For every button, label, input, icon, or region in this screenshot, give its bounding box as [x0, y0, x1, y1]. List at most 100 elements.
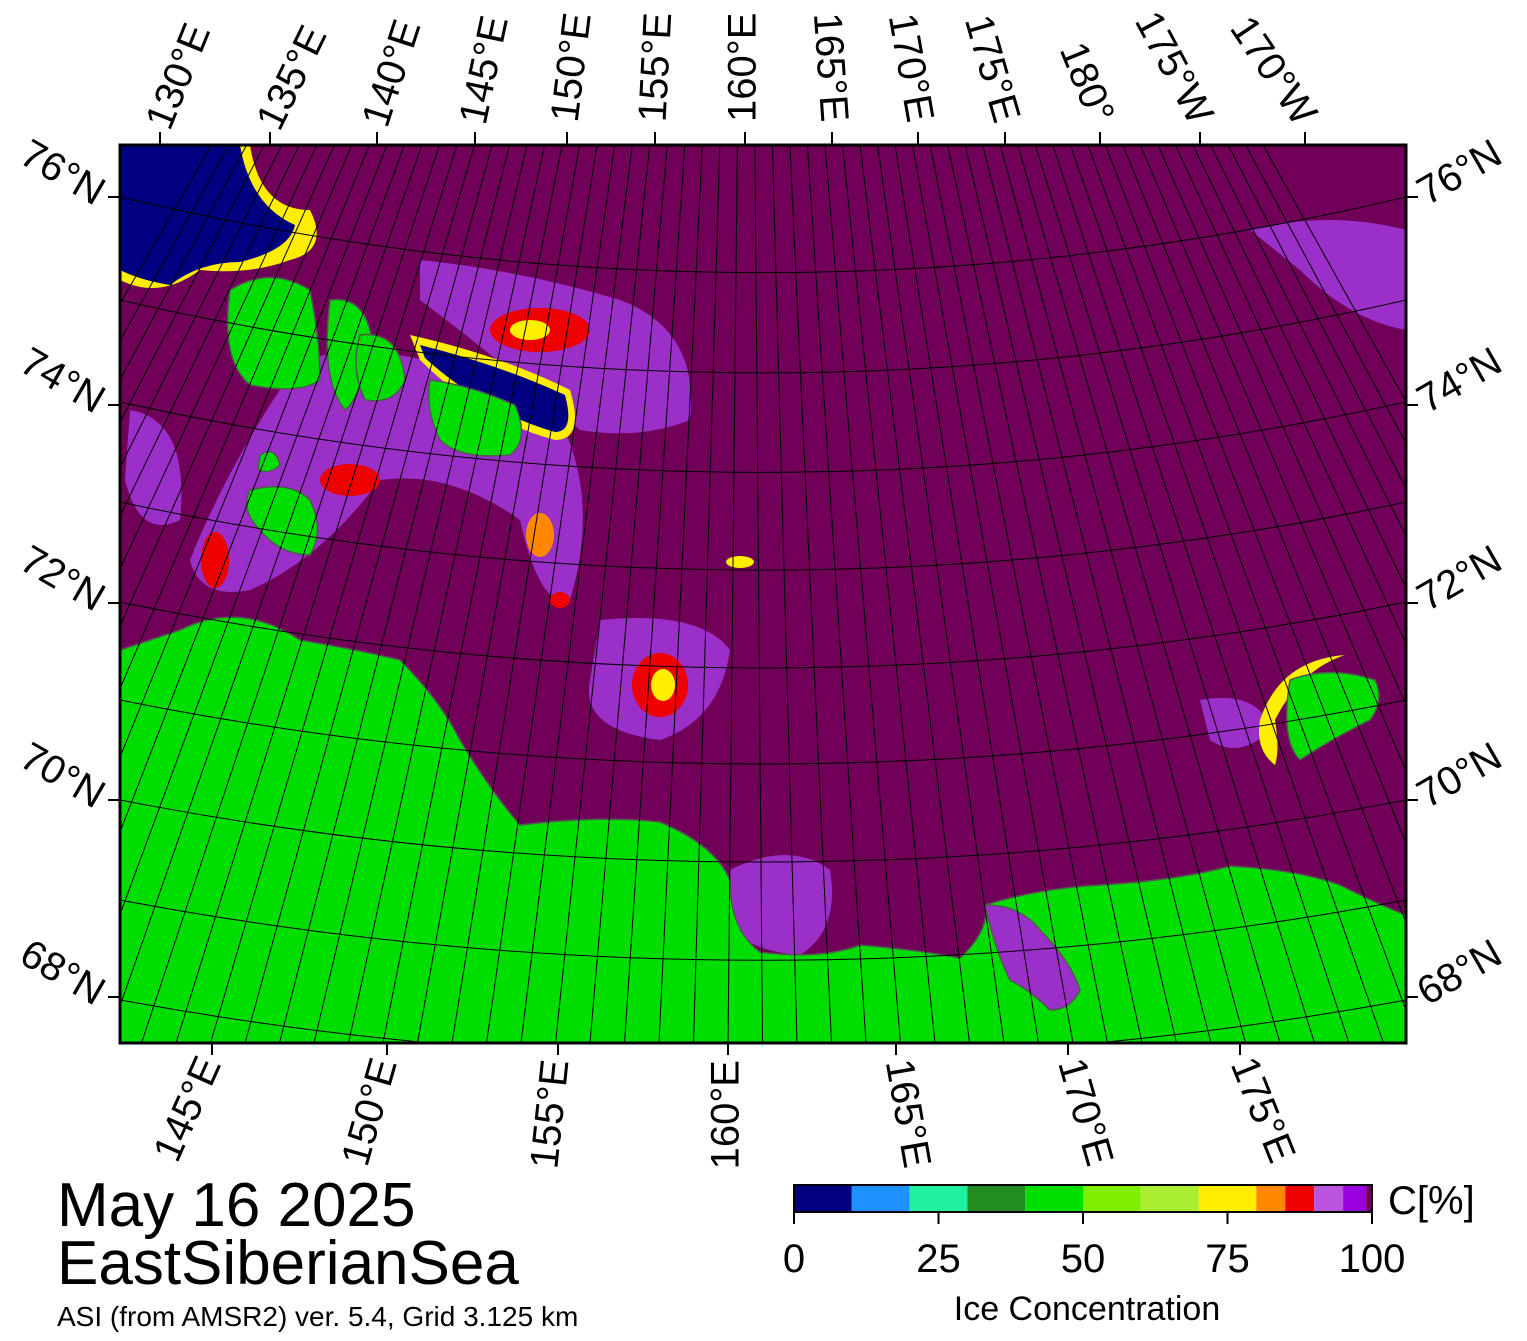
graticule-label: 175°E — [1222, 1051, 1304, 1169]
meridian — [1192, 145, 1406, 589]
colorbar-segment — [1025, 1185, 1083, 1212]
graticule-label: 165°E — [805, 11, 857, 123]
colorbar-segment — [1343, 1185, 1367, 1212]
meridian — [120, 145, 388, 834]
meridian — [947, 145, 1143, 1043]
meridian — [278, 145, 511, 1043]
graticule-label: 70°N — [1410, 734, 1509, 817]
meridian — [1209, 145, 1406, 538]
graticule-label: 72°N — [1410, 537, 1509, 620]
graticule-label: 74°N — [1410, 339, 1509, 422]
meridian — [313, 145, 528, 1043]
meridian — [120, 145, 405, 916]
meridian — [209, 145, 476, 1043]
polynya — [120, 145, 295, 285]
graticule-label: 175°W — [1126, 4, 1222, 131]
meridian — [554, 145, 651, 1043]
graticule-label: 74°N — [13, 339, 112, 422]
meridian — [727, 145, 738, 1043]
meridian — [120, 145, 423, 1008]
colorbar-segment — [1198, 1185, 1257, 1212]
meridian — [1174, 145, 1406, 646]
meridian — [120, 145, 335, 628]
land — [120, 276, 1406, 1043]
meridian — [485, 145, 616, 1043]
meridian — [1139, 145, 1406, 773]
graticule-label: 160°E — [704, 1060, 748, 1169]
graticule-label: 72°N — [13, 537, 112, 620]
meridian — [120, 145, 318, 571]
meridian — [754, 145, 764, 1043]
map-frame — [118, 143, 1408, 1045]
meridian — [1052, 145, 1350, 1043]
graticule-label: 68°N — [13, 931, 112, 1014]
meridian — [451, 145, 598, 1043]
meridian — [120, 145, 300, 518]
meridian — [623, 145, 686, 1043]
meridian — [382, 145, 563, 1043]
graticule-label: 160°E — [721, 13, 765, 122]
meridian — [658, 145, 703, 1043]
graticule-label: 76°N — [1410, 131, 1509, 214]
meridian — [824, 145, 902, 1043]
graticule-label: 175°E — [956, 10, 1028, 127]
colorbar-tick-label: 0 — [783, 1237, 805, 1281]
graticule-label: 155°E — [631, 11, 681, 123]
graticule — [120, 145, 1406, 1043]
meridian — [841, 145, 936, 1043]
colorbar-tick-label: 100 — [1339, 1237, 1406, 1281]
meridian — [929, 145, 1109, 1043]
colorbar-tick-label: 50 — [1061, 1237, 1106, 1281]
graticule-label: 150°E — [333, 1053, 405, 1170]
meridian — [1104, 145, 1406, 925]
colorbar-segment — [1366, 1185, 1372, 1212]
graticule-label: 130°E — [137, 17, 219, 135]
map-area — [120, 145, 1406, 1043]
region: EastSiberianSea — [57, 1229, 519, 1298]
graticule-label: 150°E — [543, 10, 600, 124]
meridian — [1122, 145, 1406, 845]
colorbar-segment — [1256, 1185, 1286, 1212]
colorbar-tick-label: 25 — [916, 1237, 961, 1281]
meridian — [520, 145, 633, 1043]
meridian — [877, 145, 1005, 1043]
colorbar-segment — [794, 1185, 852, 1212]
meridian — [771, 145, 798, 1043]
meridian — [120, 145, 370, 759]
meridian — [999, 145, 1247, 1043]
colorbar-tick-label: 75 — [1205, 1237, 1250, 1281]
graticule-label: 155°E — [522, 1057, 577, 1170]
graticule-label: 68°N — [1410, 931, 1509, 1014]
graticule-label: 145°E — [145, 1050, 230, 1168]
graticule-label: 145°E — [451, 12, 517, 128]
graticule-label: 140°E — [354, 14, 430, 132]
colorbar-segment — [967, 1185, 1026, 1212]
meridian — [244, 145, 493, 1043]
meridian — [589, 145, 668, 1043]
graticule-label: 170°W — [1221, 8, 1325, 133]
colorbar-segment — [909, 1185, 968, 1212]
graticule-label: 170°E — [880, 10, 942, 125]
date: May 16 2025 — [57, 1171, 415, 1240]
source: ASI (from AMSR2) ver. 5.4, Grid 3.125 km — [57, 1301, 578, 1332]
meridian — [120, 145, 353, 691]
meridian — [1017, 145, 1281, 1043]
meridian — [789, 145, 833, 1043]
meridian — [912, 145, 1074, 1043]
meridian — [806, 145, 867, 1043]
meridian — [1087, 145, 1406, 1012]
meridian — [1069, 145, 1385, 1043]
meridian — [140, 145, 440, 1043]
colorbar: 0 25 50 75 100 — [783, 1185, 1406, 1281]
colorbar-segment — [1083, 1185, 1141, 1212]
colorbar-unit: C[%] — [1388, 1179, 1475, 1223]
graticule-label: 70°N — [13, 734, 112, 817]
meridian — [347, 145, 546, 1043]
graticule-label: 180° — [1051, 36, 1123, 129]
colorbar-frame — [793, 1184, 1373, 1213]
colorbar-segment — [1140, 1185, 1199, 1212]
meridian — [416, 145, 581, 1043]
meridian — [692, 145, 721, 1043]
